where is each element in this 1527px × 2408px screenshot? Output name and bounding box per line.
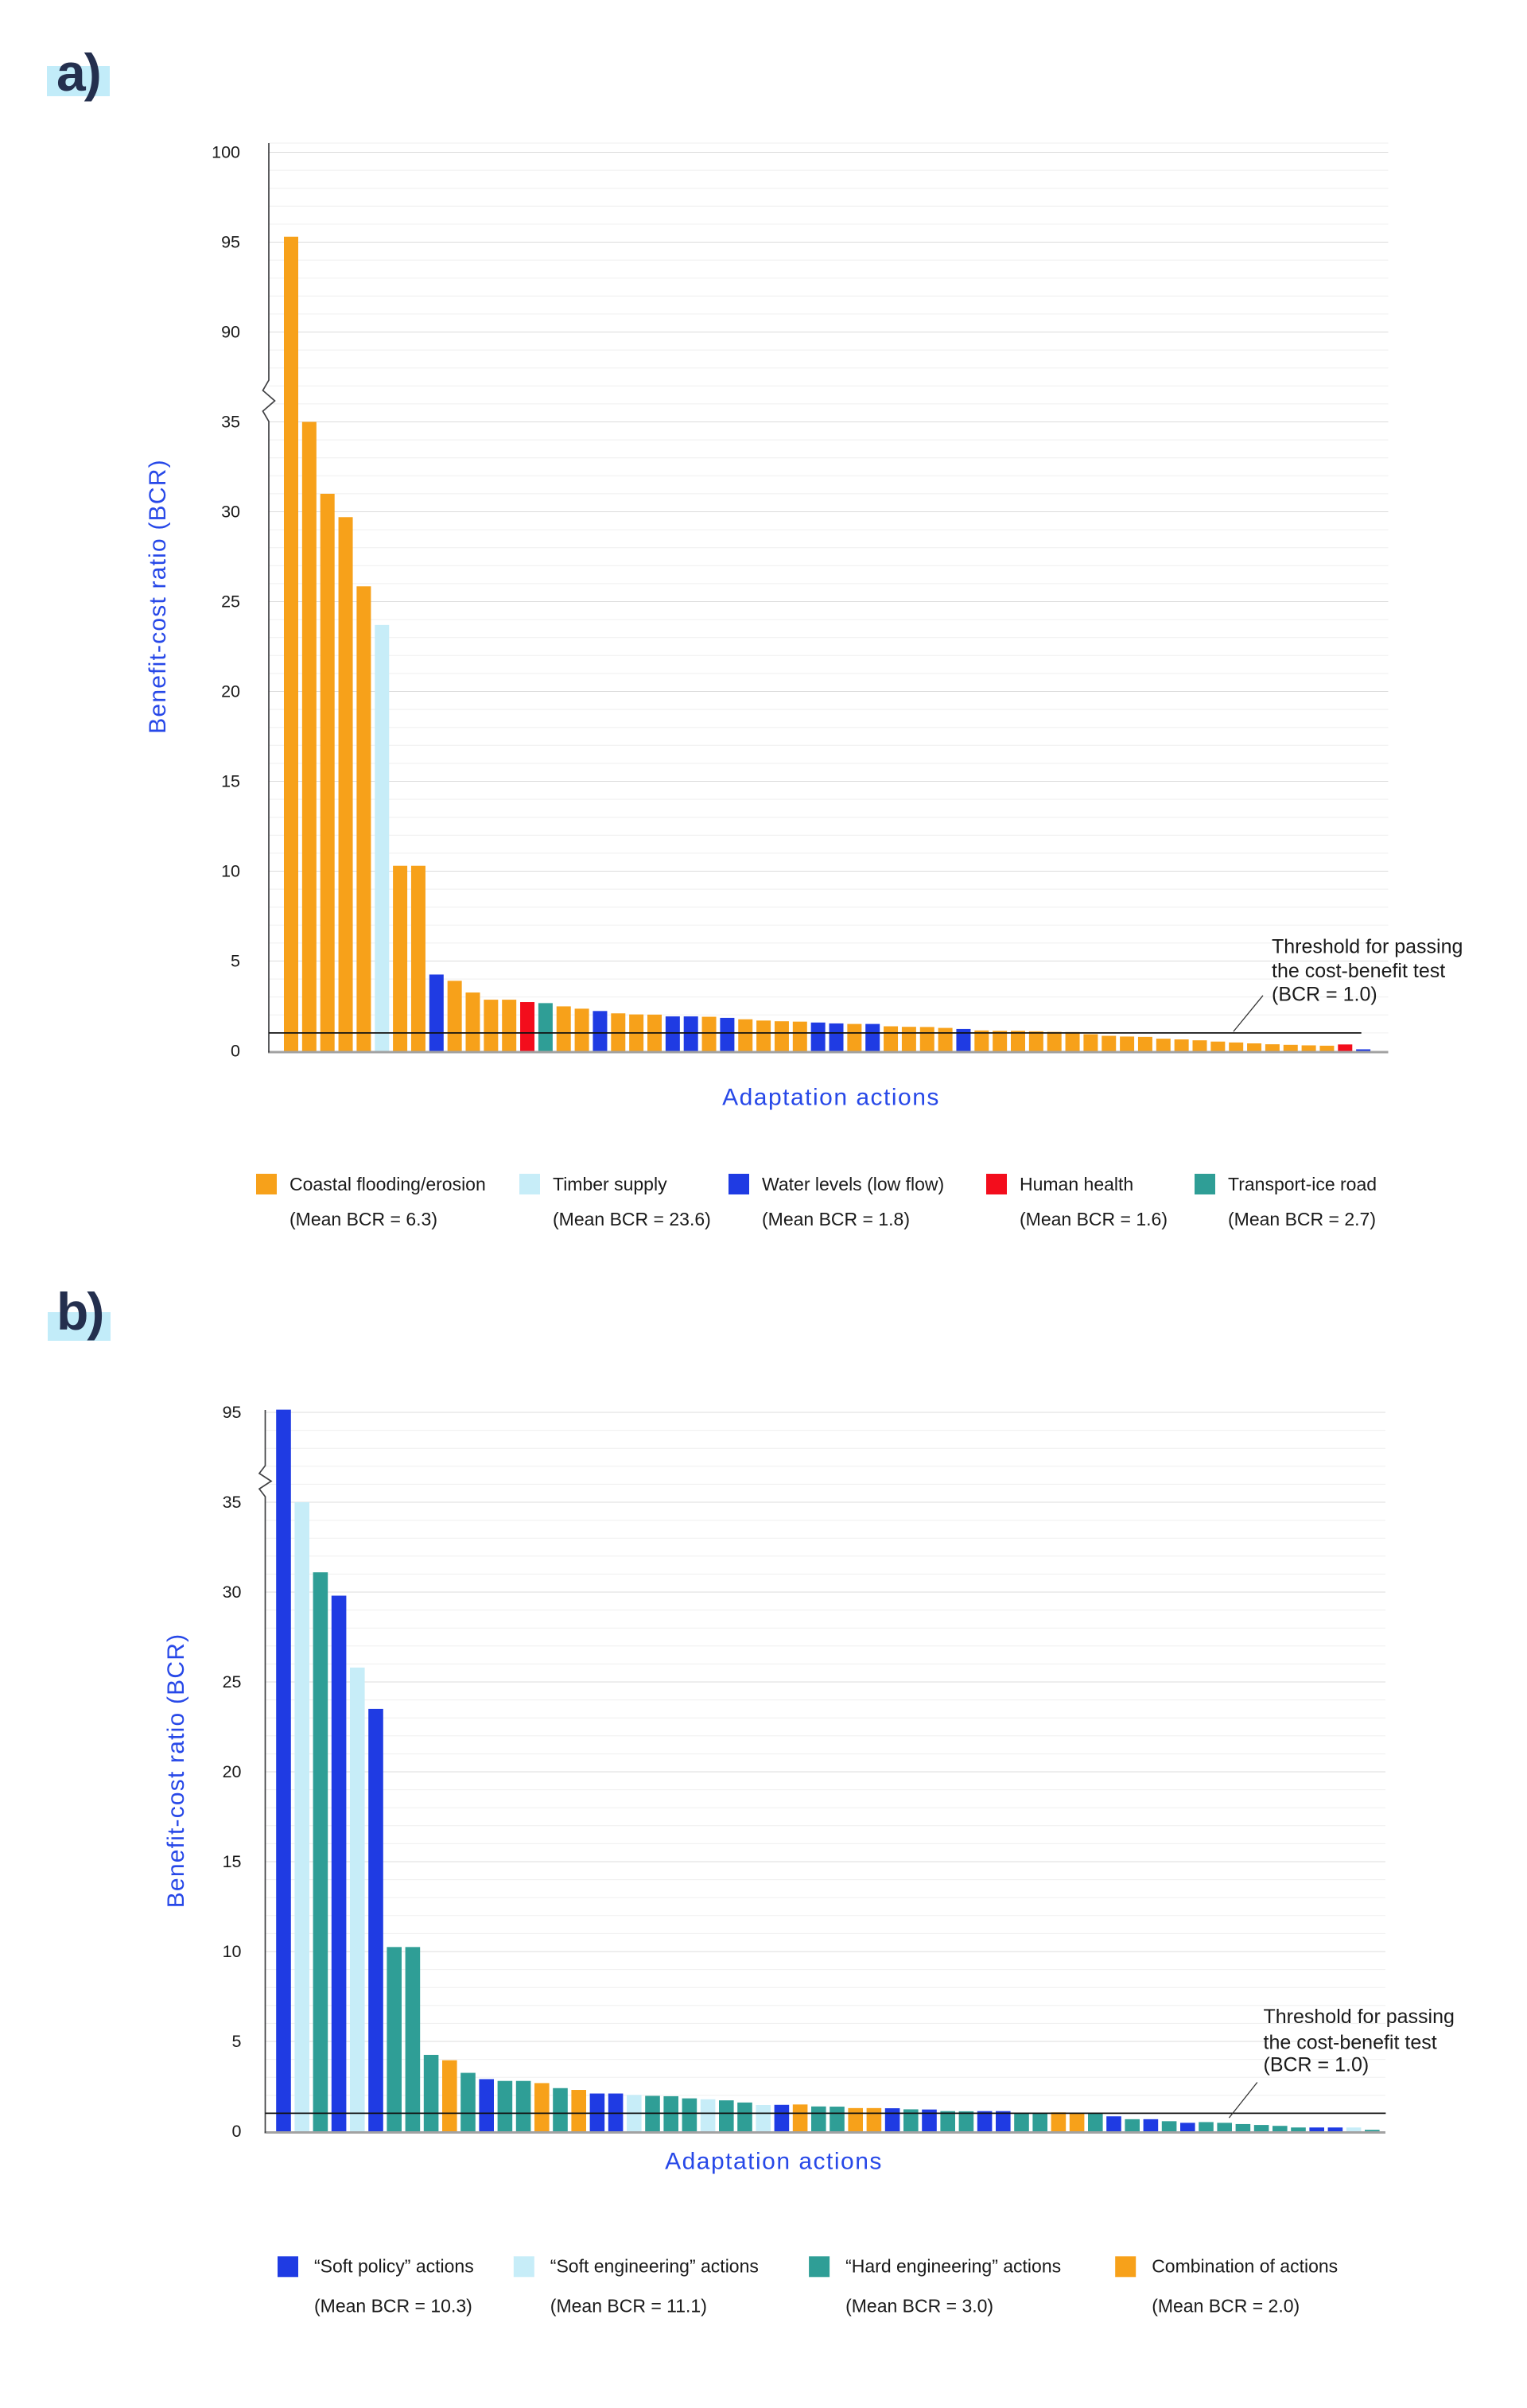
svg-text:“Soft engineering” actions: “Soft engineering” actions bbox=[550, 2256, 759, 2277]
svg-text:25: 25 bbox=[223, 1672, 242, 1691]
svg-text:Combination of actions: Combination of actions bbox=[1152, 2256, 1338, 2277]
svg-text:b): b) bbox=[56, 1282, 103, 1341]
svg-text:95: 95 bbox=[221, 233, 240, 252]
svg-text:10: 10 bbox=[221, 862, 240, 881]
svg-text:0: 0 bbox=[231, 1042, 240, 1061]
svg-text:30: 30 bbox=[223, 1583, 242, 1602]
svg-text:5: 5 bbox=[231, 952, 240, 971]
svg-text:Timber supply: Timber supply bbox=[553, 1174, 667, 1194]
svg-text:(Mean BCR = 3.0): (Mean BCR = 3.0) bbox=[845, 2296, 993, 2317]
svg-text:15: 15 bbox=[223, 1852, 242, 1871]
svg-text:Adaptation actions: Adaptation actions bbox=[665, 2149, 883, 2175]
svg-text:95: 95 bbox=[223, 1403, 242, 1422]
svg-text:25: 25 bbox=[221, 592, 240, 612]
svg-text:“Hard engineering” actions: “Hard engineering” actions bbox=[845, 2256, 1061, 2277]
svg-text:(Mean BCR = 1.6): (Mean BCR = 1.6) bbox=[1020, 1209, 1168, 1229]
svg-text:0: 0 bbox=[232, 2122, 242, 2141]
svg-text:90: 90 bbox=[221, 323, 240, 342]
svg-text:35: 35 bbox=[221, 413, 240, 432]
svg-text:5: 5 bbox=[232, 2032, 242, 2051]
svg-text:the cost-benefit test: the cost-benefit test bbox=[1272, 960, 1445, 982]
svg-text:(Mean BCR = 23.6): (Mean BCR = 23.6) bbox=[553, 1209, 711, 1229]
svg-text:Water levels (low flow): Water levels (low flow) bbox=[762, 1174, 944, 1194]
svg-text:(Mean BCR = 10.3): (Mean BCR = 10.3) bbox=[314, 2296, 472, 2317]
svg-text:100: 100 bbox=[212, 143, 240, 162]
svg-text:(Mean BCR = 6.3): (Mean BCR = 6.3) bbox=[289, 1209, 437, 1229]
svg-text:(Mean BCR = 2.0): (Mean BCR = 2.0) bbox=[1152, 2296, 1300, 2317]
svg-text:(BCR = 1.0): (BCR = 1.0) bbox=[1272, 984, 1377, 1006]
svg-text:Threshold for passing: Threshold for passing bbox=[1272, 936, 1463, 958]
svg-text:(Mean BCR = 2.7): (Mean BCR = 2.7) bbox=[1228, 1209, 1376, 1229]
svg-text:Benefit-cost ratio (BCR): Benefit-cost ratio (BCR) bbox=[163, 1633, 189, 1909]
svg-text:Benefit-cost ratio (BCR): Benefit-cost ratio (BCR) bbox=[145, 459, 171, 734]
svg-text:(Mean BCR = 11.1): (Mean BCR = 11.1) bbox=[550, 2296, 707, 2317]
svg-text:the cost-benefit test: the cost-benefit test bbox=[1264, 2032, 1437, 2054]
svg-text:Transport-ice road: Transport-ice road bbox=[1228, 1174, 1377, 1194]
svg-text:15: 15 bbox=[221, 772, 240, 791]
svg-text:“Soft policy” actions: “Soft policy” actions bbox=[314, 2256, 474, 2277]
svg-text:a): a) bbox=[56, 43, 100, 102]
svg-text:Threshold for passing: Threshold for passing bbox=[1264, 2006, 1455, 2028]
svg-text:Human health: Human health bbox=[1020, 1174, 1133, 1194]
svg-text:20: 20 bbox=[221, 682, 240, 701]
svg-text:Coastal flooding/erosion: Coastal flooding/erosion bbox=[289, 1174, 486, 1194]
svg-text:(Mean BCR = 1.8): (Mean BCR = 1.8) bbox=[762, 1209, 910, 1229]
svg-text:(BCR = 1.0): (BCR = 1.0) bbox=[1264, 2054, 1370, 2076]
svg-text:10: 10 bbox=[223, 1942, 242, 1961]
svg-text:20: 20 bbox=[223, 1762, 242, 1781]
svg-text:30: 30 bbox=[221, 503, 240, 522]
svg-text:Adaptation actions: Adaptation actions bbox=[722, 1085, 940, 1111]
svg-text:35: 35 bbox=[223, 1493, 242, 1512]
